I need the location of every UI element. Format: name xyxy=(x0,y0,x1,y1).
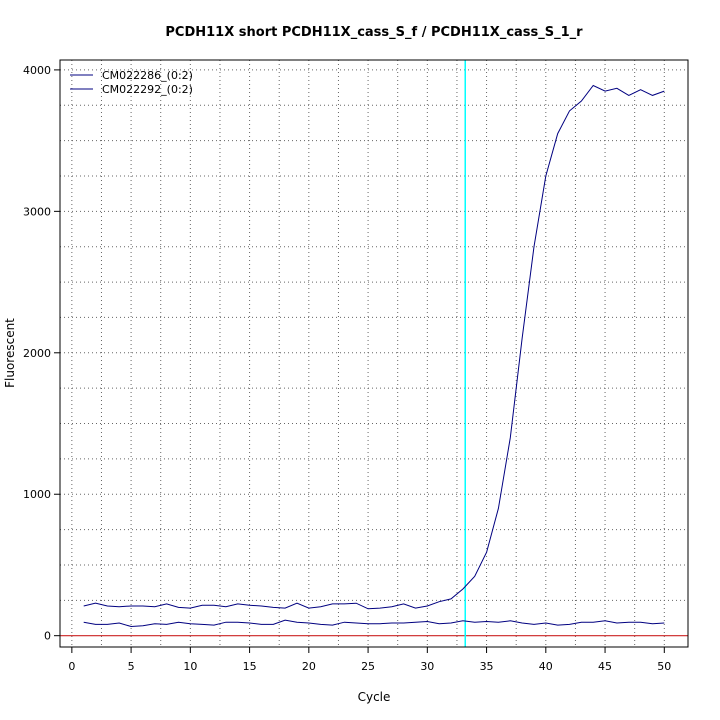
x-tick-label: 20 xyxy=(302,660,316,673)
y-tick-label: 1000 xyxy=(23,488,51,501)
x-axis-label: Cycle xyxy=(358,690,391,704)
x-axis: 0 5 10 15 20 25 30 35 40 45 50 xyxy=(68,647,671,673)
x-tick-label: 0 xyxy=(68,660,75,673)
x-tick-label: 5 xyxy=(128,660,135,673)
legend: CM022286_(0:2)CM022292_(0:2) xyxy=(70,69,193,96)
x-tick-label: 45 xyxy=(598,660,612,673)
series-line-2 xyxy=(83,619,665,628)
plot-frame xyxy=(59,59,689,648)
x-tick-label: 50 xyxy=(657,660,671,673)
series-layer xyxy=(83,84,665,628)
y-tick-label: 3000 xyxy=(23,205,51,218)
legend-label: CM022286_(0:2) xyxy=(102,69,193,82)
y-tick-label: 4000 xyxy=(23,64,51,77)
chart-title: PCDH11X short PCDH11X_cass_S_f / PCDH11X… xyxy=(165,25,583,40)
y-tick-label: 0 xyxy=(44,630,51,643)
x-tick-label: 10 xyxy=(183,660,197,673)
y-axis: 0 1000 2000 3000 4000 xyxy=(23,64,60,643)
series-line-1 xyxy=(83,84,665,610)
threshold-layer xyxy=(60,60,688,647)
x-tick-label: 40 xyxy=(539,660,553,673)
x-tick-label: 35 xyxy=(480,660,494,673)
x-tick-label: 15 xyxy=(243,660,257,673)
y-axis-label: Fluorescent xyxy=(3,318,17,388)
x-tick-label: 25 xyxy=(361,660,375,673)
x-tick-label: 30 xyxy=(420,660,434,673)
grid xyxy=(60,60,688,647)
legend-label: CM022292_(0:2) xyxy=(102,83,193,96)
y-tick-label: 2000 xyxy=(23,347,51,360)
